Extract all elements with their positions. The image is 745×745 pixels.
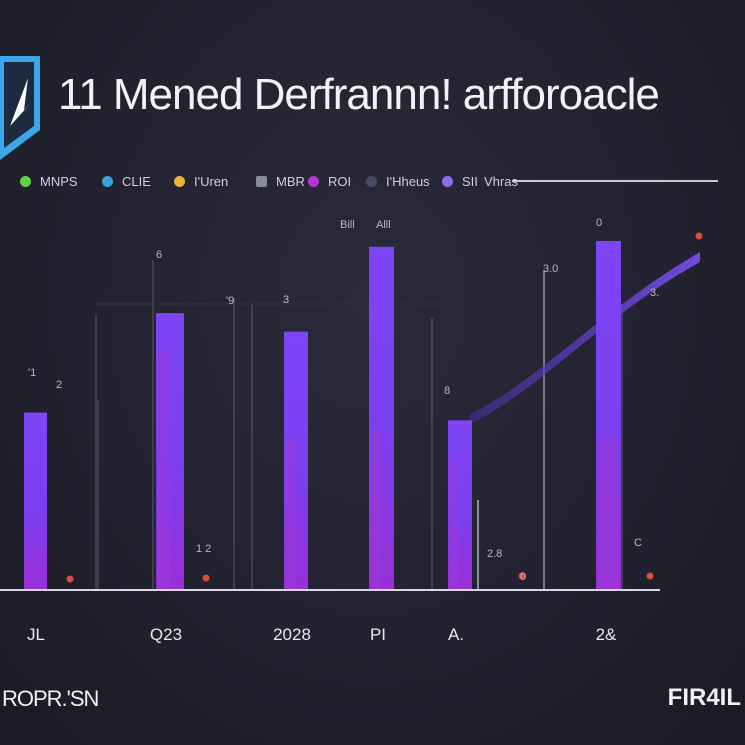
legend-label: I'Uren: [194, 173, 229, 189]
footer-brand: FІR4IL: [667, 684, 741, 711]
annotation-label: 2: [56, 379, 62, 391]
legend-divider: [512, 180, 718, 182]
legend-label: Vhras: [484, 173, 518, 189]
legend-item: CLIE: [102, 170, 151, 192]
bar-highlight: [598, 435, 618, 590]
annotation-label: Alll: [376, 219, 391, 231]
legend-swatch: [256, 175, 267, 187]
trend-line: [470, 252, 700, 424]
annotation-label: 0: [596, 217, 602, 229]
annotations: '1 2 6 '9 Bill Alll 3 8 1 2 0 C 3.0 2.8 0 3.: [28, 217, 659, 583]
markers: [66, 232, 703, 583]
bar: [24, 412, 47, 590]
x-tick-label: JL: [27, 625, 45, 644]
bar-highlight: [286, 440, 296, 590]
x-tick-labels: JL Q23 2028 PI A. 2&: [27, 625, 617, 644]
annotation-label: 6: [156, 249, 162, 261]
annotation-label: Bill: [340, 219, 355, 231]
footer-source: ROPR.'SN: [2, 686, 99, 711]
annotation-label: '1: [28, 367, 36, 379]
bar-highlight: [371, 430, 381, 590]
x-tick-label: 2028: [273, 625, 311, 644]
annotation-label: 3.0: [543, 263, 558, 275]
legend-swatch: [20, 175, 31, 187]
legend-label: CLIE: [122, 173, 151, 189]
legend-item: ROI: [308, 170, 351, 192]
legend-swatch: [174, 175, 185, 187]
legend-item: MNPS: [20, 170, 78, 192]
bar-highlight: [158, 350, 170, 590]
annotation-label: 2.8: [487, 548, 502, 560]
legend: MNPS CLIE I'Uren MBR ROI I'Hheus SII Vhr…: [20, 170, 740, 192]
data-marker: [518, 572, 526, 580]
annotation-label: 0: [520, 571, 526, 583]
data-marker: [695, 232, 703, 240]
annotation-label: 8: [444, 385, 450, 397]
legend-label: MBR: [276, 173, 305, 189]
bar-highlight: [450, 460, 458, 590]
x-tick-label: Q23: [150, 625, 182, 644]
annotation-label: 1 2: [196, 543, 211, 555]
bars: [24, 240, 621, 591]
legend-swatch: [442, 175, 453, 187]
brand-logo-icon: [0, 56, 40, 160]
data-marker: [646, 572, 654, 580]
data-marker: [66, 575, 74, 583]
x-tick-label: A.: [448, 625, 464, 644]
legend-swatch: [308, 175, 319, 187]
legend-item: MBR: [256, 170, 305, 192]
legend-label: ROI: [328, 173, 352, 189]
legend-label: SII: [462, 173, 478, 189]
annotation-label: 3.: [650, 287, 659, 299]
x-tick-label: 2&: [596, 625, 617, 644]
x-tick-label: PI: [370, 625, 386, 644]
annotation-label: 3: [283, 294, 289, 306]
legend-item: Vhras: [480, 170, 518, 192]
legend-item: I'Hheus: [366, 170, 430, 192]
legend-swatch: [102, 175, 113, 187]
legend-swatch: [366, 175, 377, 187]
gridlines: [95, 260, 623, 590]
legend-label: MNPS: [40, 173, 78, 189]
annotation-label: '9: [226, 295, 234, 307]
trend-band: [470, 252, 700, 424]
annotation-label: C: [634, 537, 642, 549]
legend-item: SII: [442, 170, 478, 192]
bar-chart: '1 2 6 '9 Bill Alll 3 8 1 2 0 C 3.0 2.8 0 3. JL Q23 2028…: [0, 217, 703, 644]
chart-title: 11 Mened Derfrannn! arfforoacle: [58, 70, 660, 119]
legend-label: I'Hheus: [386, 173, 430, 189]
legend-item: I'Uren: [174, 170, 228, 192]
data-marker: [202, 574, 210, 582]
